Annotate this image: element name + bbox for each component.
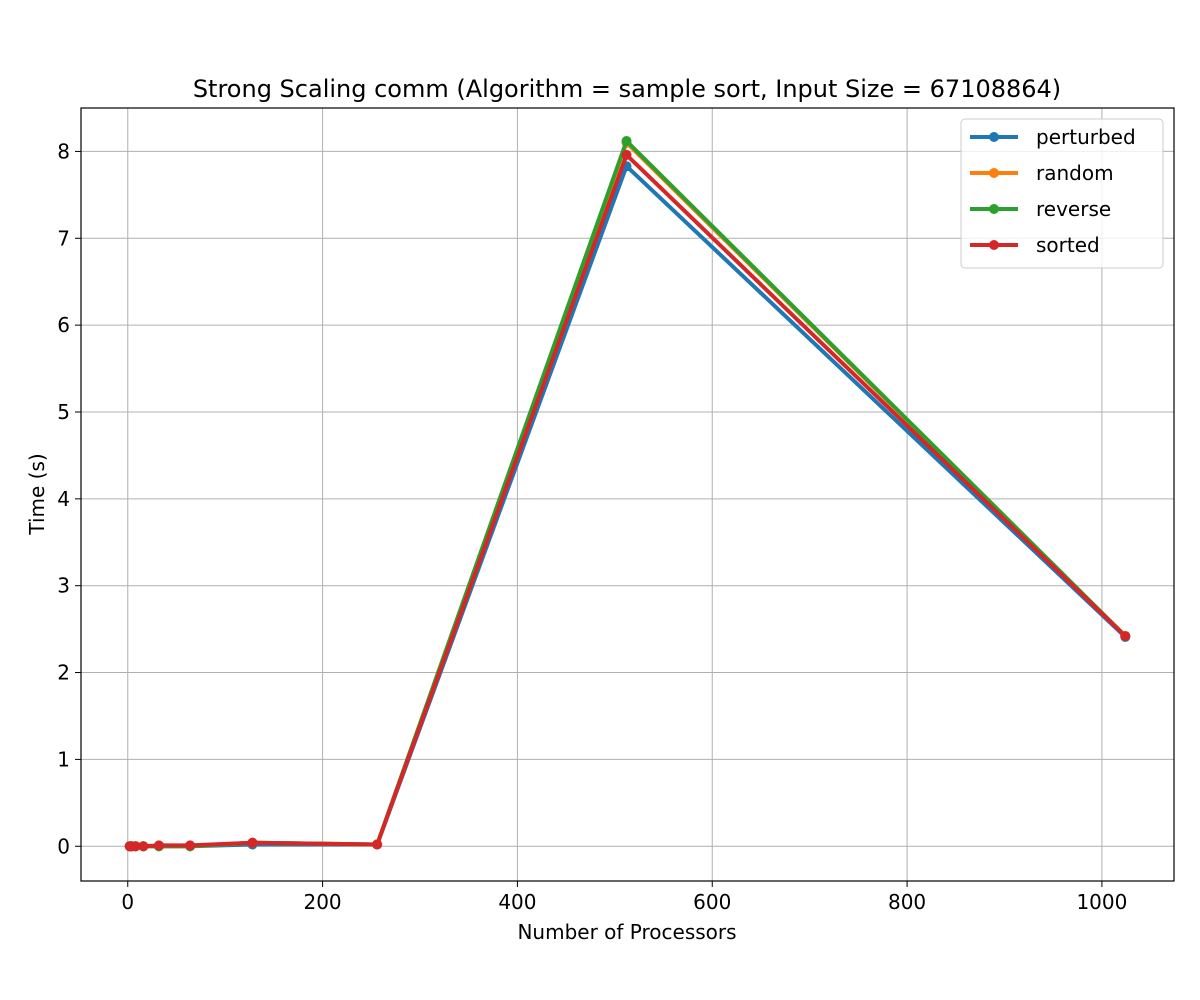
y-tick-label: 2 (57, 661, 70, 685)
data-point-sorted (247, 837, 258, 848)
y-tick-label: 1 (57, 747, 70, 771)
legend-marker-reverse (989, 204, 999, 214)
axes: 0 200 400 600 800 1000 0 1 2 3 4 5 6 7 8 (57, 107, 1175, 914)
data-point-sorted (130, 841, 141, 852)
x-tick-label: 800 (888, 890, 926, 914)
legend-label: perturbed (1036, 125, 1136, 149)
data-point-sorted (1120, 631, 1131, 642)
legend-marker-sorted (989, 240, 999, 250)
x-tick-label: 400 (498, 890, 536, 914)
y-tick-label: 7 (57, 226, 70, 250)
y-tick-label: 6 (57, 313, 70, 337)
x-tick-label: 200 (303, 890, 341, 914)
legend-item-sorted: sorted (970, 233, 1100, 257)
chart-title: Strong Scaling comm (Algorithm = sample … (193, 75, 1061, 103)
data-point-sorted (621, 149, 632, 160)
y-tick-label: 8 (57, 139, 70, 163)
legend-label: sorted (1036, 233, 1100, 257)
y-tick-label: 3 (57, 574, 70, 598)
series-lines (124, 136, 1131, 852)
legend-box (960, 118, 1164, 269)
x-tick-label: 1000 (1076, 890, 1127, 914)
y-tick-label: 0 (57, 834, 70, 858)
y-axis-label: Time (s) (25, 453, 49, 535)
y-tick-label: 5 (57, 400, 70, 424)
legend-item-reverse: reverse (970, 197, 1111, 221)
y-tick-label: 4 (57, 487, 70, 511)
x-tick-label: 600 (693, 890, 731, 914)
legend: perturbed random reverse sorted (960, 118, 1164, 269)
legend-marker-perturbed (989, 132, 999, 142)
legend-item-random: random (970, 161, 1114, 185)
legend-marker-random (989, 168, 999, 178)
data-point-sorted (372, 839, 383, 850)
series-sorted (124, 149, 1131, 852)
x-axis-label: Number of Processors (517, 920, 736, 944)
legend-label: reverse (1036, 197, 1111, 221)
legend-item-perturbed: perturbed (970, 125, 1136, 149)
x-tick-label: 0 (121, 890, 134, 914)
data-point-sorted (138, 841, 149, 852)
data-point-reverse (621, 136, 632, 147)
data-point-sorted (185, 840, 196, 851)
data-point-sorted (153, 840, 164, 851)
legend-label: random (1036, 161, 1114, 185)
plot-frame (80, 107, 1175, 882)
